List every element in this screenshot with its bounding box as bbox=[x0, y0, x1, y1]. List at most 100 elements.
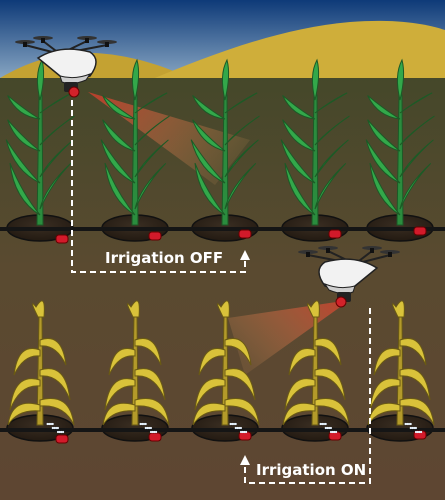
water-drop bbox=[407, 422, 411, 426]
motor bbox=[306, 252, 310, 257]
leaf bbox=[314, 163, 347, 210]
drooping-leaf bbox=[399, 398, 435, 426]
water-drop bbox=[51, 426, 54, 430]
water-drop bbox=[139, 422, 142, 426]
drooping-leaf bbox=[314, 338, 342, 366]
water-drop bbox=[144, 426, 147, 430]
water-drop bbox=[48, 422, 51, 426]
leaf bbox=[284, 162, 316, 216]
top-leaf bbox=[392, 300, 405, 318]
motor bbox=[105, 42, 109, 47]
valve-3 bbox=[238, 229, 252, 239]
valve-4 bbox=[328, 229, 342, 239]
drooping-leaf bbox=[192, 402, 226, 426]
stressed-plant-1 bbox=[7, 300, 75, 426]
leaf bbox=[224, 163, 257, 210]
stem bbox=[221, 94, 229, 226]
leaf bbox=[7, 119, 41, 152]
leaf bbox=[102, 95, 136, 120]
water-drop bbox=[144, 422, 147, 426]
water-drop bbox=[416, 430, 419, 434]
drooping-leaf bbox=[224, 398, 260, 426]
drooping-leaf bbox=[13, 348, 41, 376]
drone-top bbox=[15, 36, 117, 98]
sensor-lens bbox=[68, 86, 80, 98]
water-drop bbox=[58, 430, 61, 434]
water-drop bbox=[411, 426, 414, 430]
spray-2 bbox=[139, 422, 158, 434]
water-drop bbox=[142, 422, 146, 426]
sensor-beam-bottom bbox=[228, 300, 350, 375]
leaf bbox=[194, 162, 226, 216]
stem bbox=[131, 94, 139, 226]
leaf bbox=[224, 92, 258, 114]
water-drop bbox=[409, 422, 412, 426]
leaf bbox=[5, 139, 41, 184]
water-drop bbox=[236, 426, 239, 430]
leaf bbox=[104, 162, 136, 216]
water-drop bbox=[55, 426, 58, 430]
motor bbox=[326, 248, 330, 253]
water-drop bbox=[239, 426, 242, 430]
leaf bbox=[369, 162, 401, 216]
leaf bbox=[39, 163, 72, 210]
water-drop bbox=[319, 422, 322, 426]
leaf bbox=[192, 119, 226, 152]
healthy-crop-row bbox=[5, 58, 435, 226]
leaf bbox=[399, 92, 433, 114]
drooping-leaf bbox=[134, 368, 166, 401]
leaf bbox=[399, 115, 435, 146]
leaf bbox=[314, 115, 350, 146]
water-drop bbox=[146, 426, 149, 430]
water-drop bbox=[409, 426, 412, 430]
water-drop bbox=[331, 430, 334, 434]
water-drop bbox=[60, 430, 63, 434]
water-drop bbox=[51, 422, 54, 426]
water-drop bbox=[231, 422, 234, 426]
drooping-leaf bbox=[314, 368, 346, 401]
leaf bbox=[192, 95, 226, 120]
leaf bbox=[314, 92, 348, 114]
sensor-lens bbox=[335, 296, 347, 308]
drooping-leaf bbox=[373, 348, 401, 376]
signal-path-on bbox=[240, 308, 371, 484]
top-leaf bbox=[32, 300, 45, 318]
water-drop bbox=[234, 422, 237, 426]
top-leaf bbox=[127, 300, 140, 318]
leaf bbox=[367, 119, 401, 152]
water-drop bbox=[234, 426, 237, 430]
water-drop bbox=[245, 430, 248, 434]
spray-5 bbox=[404, 422, 423, 434]
water-drop bbox=[153, 430, 156, 434]
drooping-leaf bbox=[134, 338, 162, 366]
water-drop bbox=[155, 430, 158, 434]
water-drop bbox=[321, 422, 324, 426]
drooping-leaf bbox=[39, 338, 67, 366]
water-drop bbox=[149, 430, 153, 434]
spray-3 bbox=[229, 422, 248, 434]
leaf bbox=[7, 95, 41, 120]
drooping-leaf bbox=[39, 398, 75, 426]
valve-10 bbox=[413, 430, 427, 440]
water-drop bbox=[56, 426, 60, 430]
leaf bbox=[100, 139, 136, 184]
healthy-plant-1 bbox=[5, 58, 75, 226]
stressed-plant-2 bbox=[102, 300, 170, 426]
leaf bbox=[102, 119, 136, 152]
pipe-bottom bbox=[0, 428, 445, 432]
signal-path-off bbox=[71, 100, 250, 273]
water-drop bbox=[414, 426, 417, 430]
drooping-leaf bbox=[134, 398, 170, 426]
drooping-leaf bbox=[284, 378, 316, 411]
water-drop bbox=[241, 430, 244, 434]
drooping-leaf bbox=[282, 402, 316, 426]
drooping-leaf bbox=[108, 348, 136, 376]
water-drop bbox=[53, 426, 56, 430]
water-drop bbox=[333, 430, 336, 434]
leaf bbox=[224, 115, 260, 146]
water-drop bbox=[324, 426, 327, 430]
water-drop bbox=[324, 422, 327, 426]
water-drop bbox=[62, 430, 65, 434]
top-leaf bbox=[311, 58, 320, 101]
